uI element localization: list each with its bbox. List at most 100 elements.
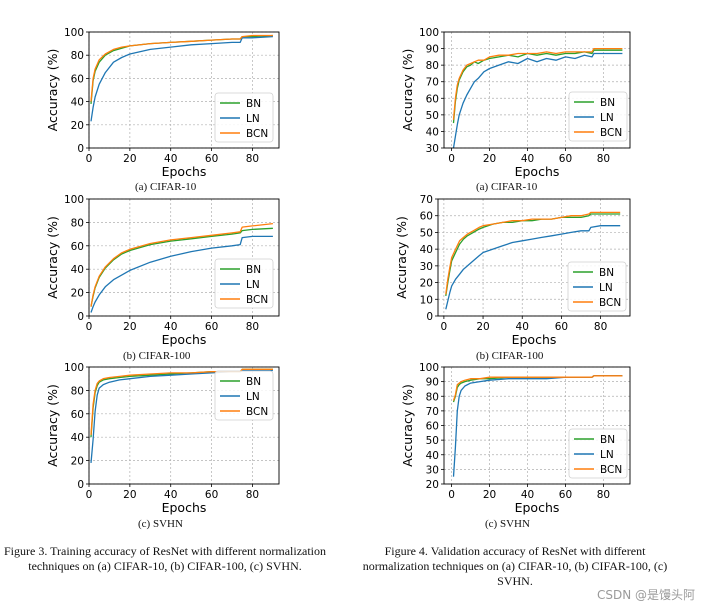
legend-box [568, 428, 628, 479]
x-tick-label: 40 [516, 321, 529, 333]
plot-frame [443, 31, 631, 149]
y-tick-label: 100 [419, 362, 439, 374]
y-tick-label: 100 [64, 194, 84, 206]
plot-frame [437, 198, 631, 317]
series-line-LN [90, 35, 273, 122]
x-tick-label: 40 [164, 321, 177, 333]
legend-label-BCN: BCN [599, 297, 621, 309]
plot-frame [88, 366, 280, 485]
y-tick-label: 0 [426, 311, 433, 323]
y-tick-label: 60 [71, 241, 84, 253]
x-tick-label: 60 [205, 489, 218, 501]
x-axis-label: Epochs [162, 164, 207, 179]
x-tick-label: 0 [86, 489, 93, 501]
y-tick-label: 50 [426, 435, 439, 447]
y-tick-label: 70 [420, 194, 433, 206]
series-line-LN [452, 52, 623, 149]
x-tick-label: 20 [123, 321, 136, 333]
y-tick-label: 40 [71, 432, 84, 444]
x-tick-label: 0 [86, 321, 93, 333]
y-tick-label: 20 [71, 288, 84, 300]
x-tick-label: 80 [594, 321, 607, 333]
subcaption: (c) SVHN [138, 518, 183, 530]
y-tick-label: 70 [426, 406, 439, 418]
plot-frame [443, 366, 631, 485]
y-tick-label: 50 [420, 227, 433, 239]
series-line-BCN [90, 34, 273, 102]
y-tick-label: 80 [71, 50, 84, 62]
y-tick-label: 30 [426, 143, 439, 155]
x-tick-label: 20 [483, 153, 496, 165]
x-axis-label: Epochs [515, 164, 560, 179]
y-tick-label: 0 [77, 311, 84, 323]
x-tick-label: 80 [597, 153, 610, 165]
legend-label-LN: LN [600, 449, 614, 461]
y-tick-label: 0 [77, 143, 84, 155]
y-tick-label: 60 [71, 409, 84, 421]
y-tick-label: 90 [426, 377, 439, 389]
legend-label-BN: BN [246, 264, 261, 276]
x-tick-label: 60 [555, 321, 568, 333]
y-tick-label: 40 [426, 126, 439, 138]
plot-frame [88, 31, 280, 149]
subcaption: (c) SVHN [485, 518, 530, 530]
y-tick-label: 20 [426, 479, 439, 491]
legend-label-BCN: BCN [600, 127, 622, 139]
y-axis-label: Accuracy (%) [45, 384, 60, 467]
x-tick-label: 80 [597, 489, 610, 501]
y-tick-label: 60 [71, 73, 84, 85]
x-tick-label: 20 [483, 489, 496, 501]
x-tick-label: 60 [559, 489, 572, 501]
legend-label-BCN: BCN [246, 406, 268, 418]
y-tick-label: 100 [64, 27, 84, 39]
y-tick-label: 30 [426, 464, 439, 476]
y-tick-label: 40 [71, 97, 84, 109]
y-tick-label: 80 [426, 391, 439, 403]
y-tick-label: 80 [71, 217, 84, 229]
chart-train-cifar10: 0 20 40 60 80 100 0 20 40 60 80 Epochs Accuracy (%) B… [45, 27, 280, 193]
x-tick-label: 80 [246, 153, 259, 165]
x-tick-label: 20 [123, 489, 136, 501]
y-tick-label: 100 [419, 27, 439, 39]
series-line-BCN [452, 375, 623, 401]
y-tick-label: 0 [77, 479, 84, 491]
chart-train-svhn: 0 20 40 60 80 100 0 20 40 60 80 Epochs Accuracy (%) B… [45, 362, 280, 530]
figure-4-caption: Figure 4. Validation accuracy of ResNet … [362, 544, 668, 588]
chart-val-cifar100: 0 10 20 30 40 50 60 70 0 20 40 60 80 Epochs Accuracy (… [394, 194, 631, 362]
x-axis-label: Epochs [512, 332, 557, 347]
y-tick-label: 50 [426, 110, 439, 122]
y-tick-label: 40 [420, 244, 433, 256]
chart-val-cifar10: 30 40 50 60 70 80 90 100 0 20 40 60 80 Epochs Accuracy… [400, 27, 631, 193]
y-axis-label: Accuracy (%) [45, 216, 60, 299]
figure-3-caption: Figure 3. Training accuracy of ResNet wi… [3, 544, 327, 573]
x-tick-label: 80 [246, 489, 259, 501]
legend-label-BN: BN [600, 434, 615, 446]
y-tick-label: 20 [71, 120, 84, 132]
y-tick-label: 70 [426, 77, 439, 89]
y-axis-label: Accuracy (%) [400, 49, 415, 132]
watermark-text: CSDN @是馒头阿 [596, 588, 695, 602]
subcaption: (a) CIFAR-10 [476, 181, 538, 193]
x-tick-label: 20 [123, 153, 136, 165]
legend-label-LN: LN [246, 113, 260, 125]
x-tick-label: 60 [559, 153, 572, 165]
legend-label-BN: BN [246, 98, 261, 110]
legend-box [567, 261, 627, 312]
x-tick-label: 40 [521, 489, 534, 501]
subcaption: (b) CIFAR-100 [123, 350, 191, 362]
y-tick-label: 80 [71, 385, 84, 397]
legend-box [568, 91, 628, 142]
x-tick-label: 80 [246, 321, 259, 333]
y-tick-label: 30 [420, 261, 433, 273]
x-tick-label: 0 [86, 153, 93, 165]
x-tick-label: 40 [164, 153, 177, 165]
x-tick-label: 40 [521, 153, 534, 165]
x-tick-label: 60 [205, 153, 218, 165]
x-tick-label: 0 [441, 321, 448, 333]
series-line-BN [452, 375, 623, 403]
y-tick-label: 60 [426, 93, 439, 105]
y-tick-label: 40 [71, 264, 84, 276]
legend-label-LN: LN [246, 279, 260, 291]
chart-train-cifar100: 0 20 40 60 80 100 0 20 40 60 80 Epochs Accuracy (%) B… [45, 194, 280, 362]
